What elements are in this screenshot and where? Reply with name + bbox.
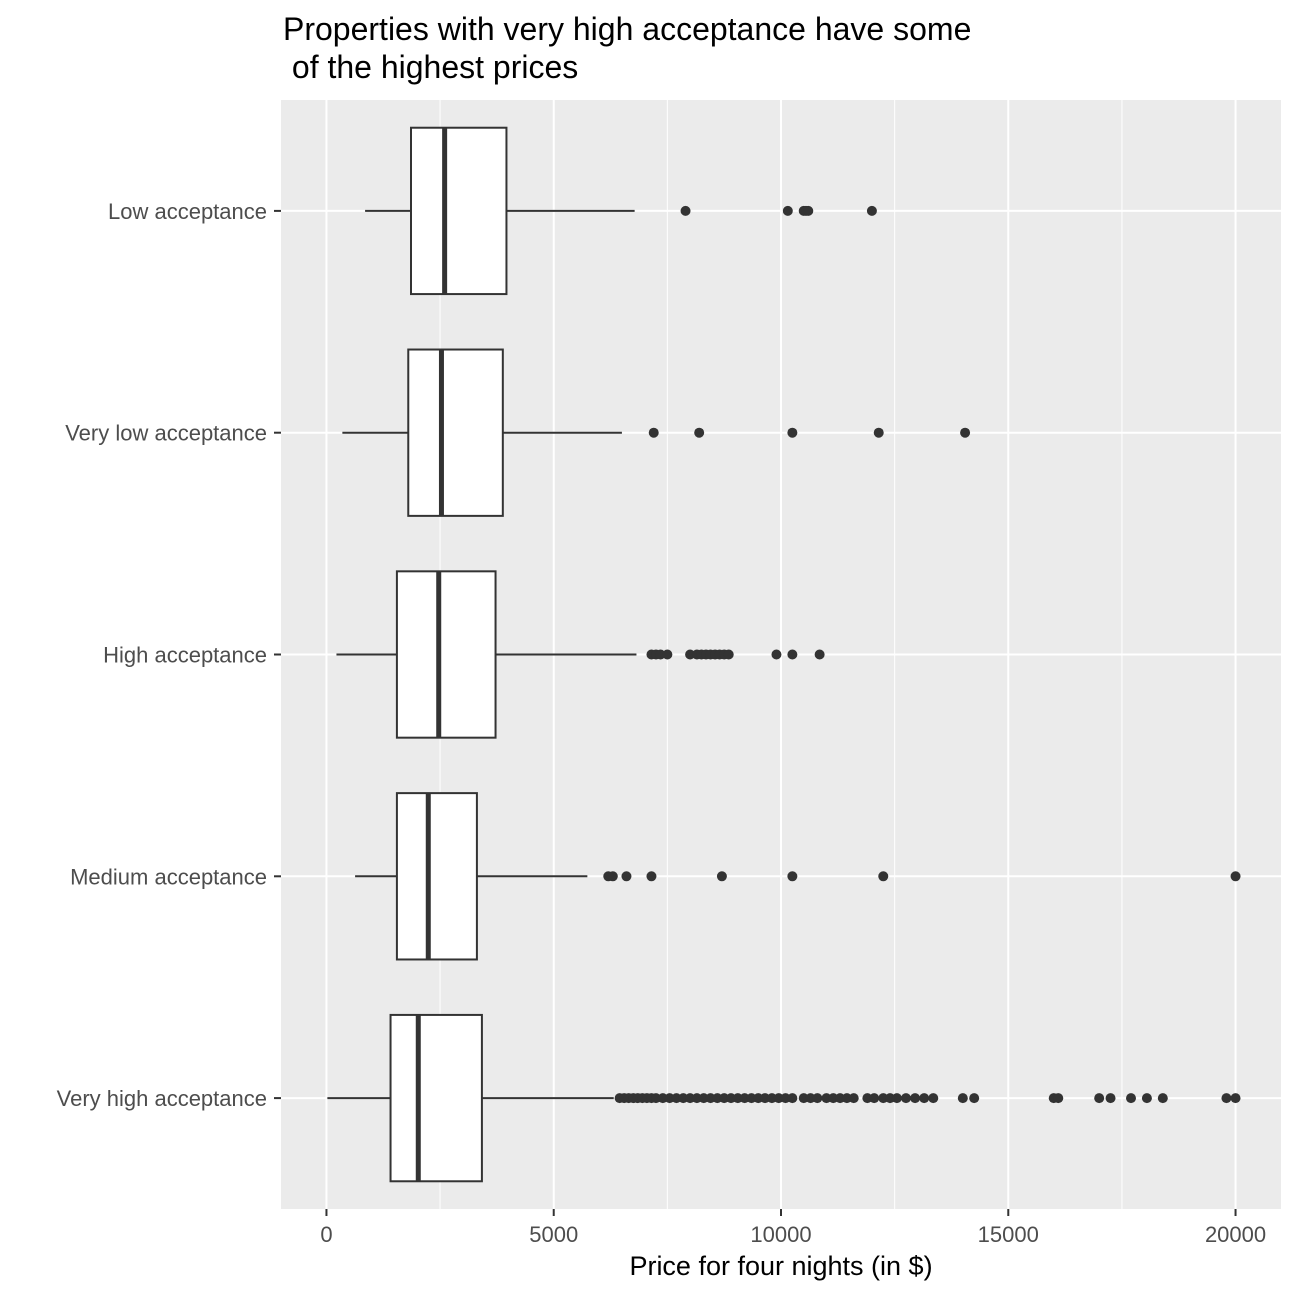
outlier-point-0-1 <box>782 205 793 216</box>
x-tick-label-3: 15000 <box>978 1222 1039 1247</box>
outlier-point-1-2 <box>787 427 798 438</box>
outlier-point-4-51 <box>1105 1093 1116 1104</box>
outlier-point-3-4 <box>716 871 727 882</box>
y-tick-label-4: Very high acceptance <box>57 1086 267 1111</box>
outlier-point-4-54 <box>1157 1093 1168 1104</box>
box-iqr-2 <box>395 570 497 739</box>
outlier-point-1-0 <box>648 427 659 438</box>
outlier-point-4-28 <box>787 1093 798 1104</box>
outlier-point-4-50 <box>1094 1093 1105 1104</box>
outlier-point-4-44 <box>919 1093 930 1104</box>
box-iqr-0 <box>410 126 508 296</box>
x-tick-label-2: 10000 <box>750 1222 811 1247</box>
x-tick-label-0: 0 <box>320 1222 332 1247</box>
boxes-layer <box>327 126 1241 1183</box>
x-tick-label-1: 5000 <box>529 1222 578 1247</box>
outlier-point-2-13 <box>771 649 782 660</box>
outlier-point-4-47 <box>969 1093 980 1104</box>
outlier-point-4-42 <box>901 1093 911 1104</box>
chart-title-line-1: Properties with very high acceptance hav… <box>283 11 971 47</box>
box-group-4 <box>327 1013 1241 1183</box>
outlier-point-2-14 <box>787 649 798 660</box>
outlier-point-0-4 <box>803 205 814 216</box>
box-iqr-1 <box>407 348 504 517</box>
x-axis-label: Price for four nights (in $) <box>629 1251 932 1281</box>
outlier-point-2-12 <box>723 649 734 660</box>
box-group-2 <box>336 570 825 739</box>
outlier-point-4-45 <box>928 1093 939 1104</box>
outlier-point-4-31 <box>812 1093 823 1104</box>
y-tick-label-1: Very low acceptance <box>65 421 267 446</box>
outlier-point-1-1 <box>694 427 705 438</box>
outlier-point-4-38 <box>869 1093 880 1104</box>
outlier-point-3-5 <box>787 871 798 882</box>
y-tick-label-2: High acceptance <box>103 643 267 668</box>
box-iqr-4 <box>389 1013 483 1183</box>
outlier-point-4-43 <box>910 1093 921 1104</box>
y-tick-label-3: Medium acceptance <box>70 864 267 889</box>
outlier-point-3-7 <box>1230 871 1241 882</box>
outlier-point-1-4 <box>960 427 971 438</box>
outlier-point-4-36 <box>848 1093 859 1104</box>
outlier-point-3-2 <box>621 871 632 882</box>
outlier-point-2-3 <box>662 649 673 660</box>
outlier-point-1-3 <box>873 427 884 438</box>
x-tick-label-4: 20000 <box>1205 1222 1266 1247</box>
x-axis: 0 5000 10000 15000 20000 <box>320 1209 1266 1247</box>
outlier-point-2-15 <box>814 649 825 660</box>
box-group-0 <box>365 126 877 296</box>
outlier-point-4-52 <box>1126 1093 1136 1104</box>
outlier-point-0-5 <box>866 205 877 216</box>
outlier-point-3-3 <box>646 871 657 882</box>
outlier-point-3-6 <box>878 871 889 882</box>
chart-title-line-2: of the highest prices <box>283 49 578 85</box>
outlier-point-4-56 <box>1230 1093 1241 1104</box>
box-group-1 <box>342 348 971 517</box>
y-axis: Low acceptance Very low acceptance High ac… <box>57 199 281 1111</box>
outlier-point-4-53 <box>1141 1093 1152 1104</box>
box-iqr-3 <box>395 792 478 961</box>
outlier-point-0-0 <box>680 205 691 216</box>
outlier-point-4-41 <box>891 1093 902 1104</box>
box-group-3 <box>355 792 1241 961</box>
y-tick-label-0: Low acceptance <box>108 199 267 224</box>
outlier-point-4-46 <box>957 1093 968 1104</box>
outlier-point-4-55 <box>1221 1093 1232 1104</box>
outlier-point-3-1 <box>607 871 618 882</box>
outlier-point-4-49 <box>1053 1093 1064 1104</box>
